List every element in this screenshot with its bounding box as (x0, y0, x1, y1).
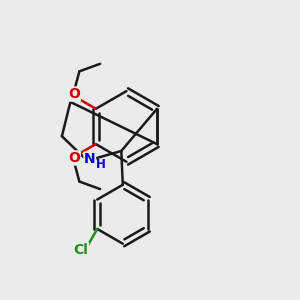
Text: O: O (68, 87, 80, 101)
Text: Cl: Cl (74, 243, 88, 256)
Text: N: N (84, 152, 95, 166)
Text: O: O (68, 151, 80, 165)
Text: H: H (96, 158, 106, 171)
